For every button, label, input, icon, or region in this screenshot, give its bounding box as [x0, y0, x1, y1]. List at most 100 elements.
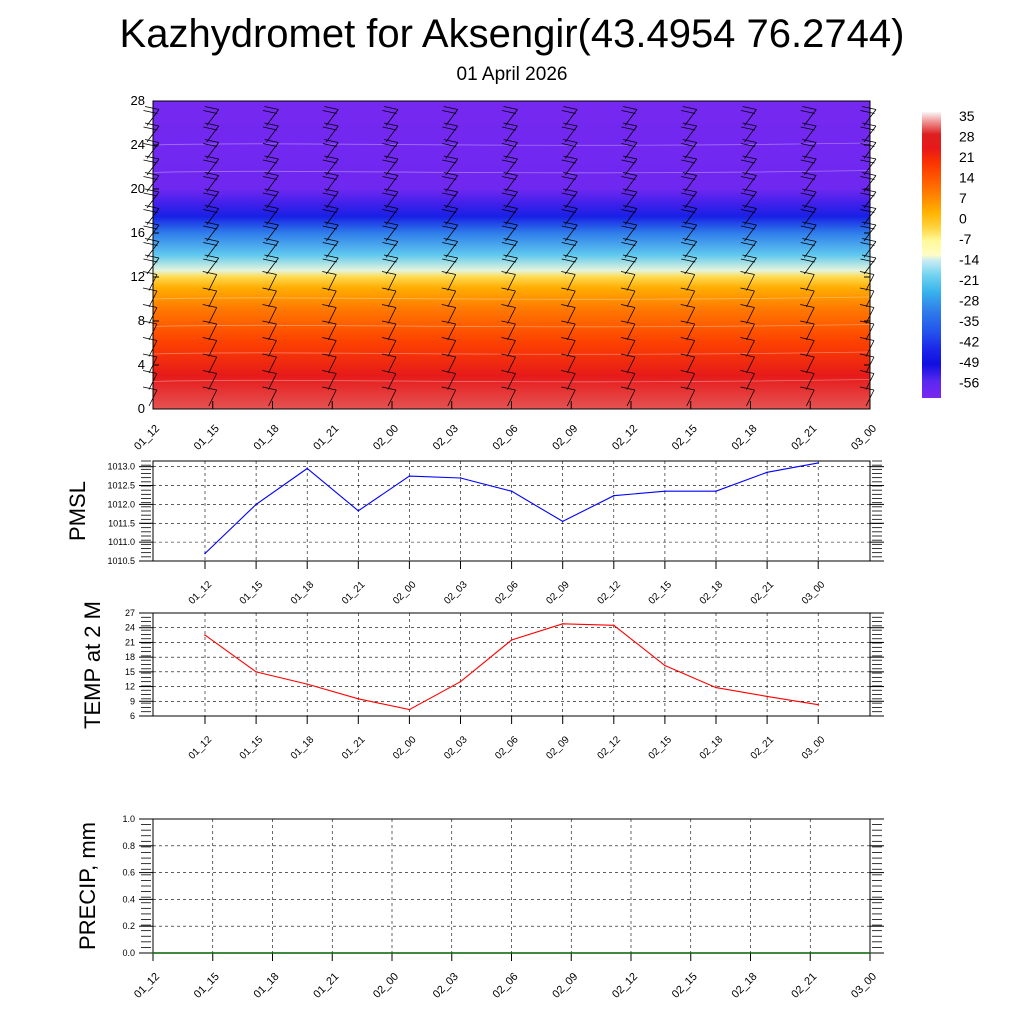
- wind-barb: [681, 155, 698, 176]
- x-tick-label: 02_06: [493, 579, 521, 607]
- wind-barb: [382, 122, 399, 143]
- wind-barb: [262, 304, 277, 324]
- wind-barb: [382, 172, 399, 192]
- wind-barb: [681, 254, 698, 275]
- wind-barb: [382, 188, 399, 209]
- y-tick-label: 6: [130, 711, 135, 721]
- wind-barb: [322, 122, 339, 143]
- wind-barb: [621, 254, 638, 275]
- wind-barb: [681, 122, 698, 143]
- pmsl-data-point: [459, 477, 462, 479]
- precip-data-point: [271, 952, 274, 954]
- wind-barb: [561, 370, 576, 390]
- y-tick-label: 0.8: [122, 841, 135, 851]
- wind-barb: [202, 287, 218, 308]
- y-tick-label: 20: [131, 181, 145, 196]
- wind-barb: [203, 122, 220, 143]
- contour-line: [152, 324, 871, 328]
- wind-barb: [680, 370, 696, 390]
- y-tick-label: 18: [125, 652, 135, 662]
- colorbar: [922, 112, 941, 398]
- x-tick-label: 03_00: [800, 579, 828, 607]
- wind-barb: [322, 238, 339, 258]
- x-tick-label: 02_15: [647, 579, 675, 607]
- wind-barb: [381, 287, 397, 308]
- wind-barb: [382, 238, 399, 258]
- wind-barb: [621, 238, 638, 258]
- panel-frame: [152, 460, 871, 562]
- wind-barb: [561, 353, 576, 374]
- colorbar-label: 0: [959, 211, 967, 227]
- wind-barb: [561, 221, 578, 242]
- x-tick-label: 02_21: [749, 579, 777, 607]
- x-tick-label: 02_12: [610, 971, 640, 1001]
- temp-2m-data-point: [664, 664, 666, 667]
- y-tick-label: 15: [125, 667, 135, 677]
- wind-barb: [322, 221, 339, 242]
- wind-barb: [262, 337, 277, 357]
- wind-barb: [501, 370, 516, 390]
- precip-data-point: [809, 952, 812, 954]
- y-tick-label: 28: [131, 93, 145, 108]
- x-tick-label: 02_15: [670, 423, 700, 453]
- temp-2m-data-point: [561, 622, 564, 625]
- wind-barb: [262, 353, 277, 374]
- wind-barb: [501, 353, 516, 374]
- y-axis-title: TEMP at 2 M: [80, 601, 105, 729]
- chart-date: 01 April 2026: [456, 64, 568, 85]
- wind-barb: [800, 271, 815, 291]
- wind-barb: [800, 205, 817, 225]
- wind-barb: [441, 287, 457, 308]
- pmsl-data-point: [306, 467, 309, 470]
- x-tick-label: 02_00: [391, 579, 419, 607]
- wind-barb: [501, 188, 518, 209]
- wind-barb: [203, 205, 220, 225]
- temp-2m-data-point: [357, 698, 360, 700]
- wind-barb: [740, 155, 757, 176]
- wind-barb: [442, 106, 459, 126]
- wind-barb: [322, 254, 339, 275]
- wind-barb: [202, 320, 218, 341]
- wind-barb: [203, 172, 220, 192]
- wind-barb: [381, 304, 397, 324]
- colorbar-label: -28: [959, 293, 979, 309]
- wind-barb: [740, 320, 755, 341]
- x-tick-label: 02_12: [610, 423, 640, 453]
- x-tick-label: 01_12: [132, 971, 162, 1001]
- y-tick-label: 1013.0: [107, 462, 135, 472]
- temp-2m-data-point: [459, 680, 462, 683]
- wind-barb: [442, 205, 459, 225]
- wind-barb: [800, 287, 815, 308]
- x-tick-label: 01_21: [340, 734, 368, 762]
- wind-barb: [203, 221, 220, 242]
- wind-barb: [501, 304, 516, 324]
- precip-data-point: [749, 952, 752, 954]
- wind-barb: [620, 271, 636, 291]
- wind-barb: [561, 139, 578, 159]
- wind-barb: [322, 271, 337, 291]
- wind-barb: [621, 221, 638, 242]
- wind-barb: [621, 172, 638, 192]
- wind-barb: [262, 106, 279, 126]
- x-tick-label: 02_06: [491, 971, 521, 1001]
- wind-barb: [322, 172, 339, 192]
- wind-barb: [262, 287, 277, 308]
- y-tick-label: 1010.5: [107, 556, 135, 566]
- wind-barb: [382, 221, 399, 242]
- wind-barb: [322, 188, 339, 209]
- x-tick-label: 02_09: [550, 423, 580, 453]
- colorbar-label: -21: [959, 272, 979, 288]
- wind-barb: [441, 386, 457, 407]
- x-tick-label: 02_03: [431, 423, 461, 453]
- heatmap-fill: [153, 101, 870, 409]
- wind-barb: [681, 172, 698, 192]
- x-tick-label: 03_00: [849, 423, 879, 453]
- wind-barb: [740, 188, 757, 209]
- temp-2m-data-point: [408, 708, 411, 711]
- wind-barb: [800, 353, 815, 374]
- y-tick-label: 0.2: [122, 921, 135, 931]
- wind-barb: [740, 172, 757, 192]
- x-tick-label: 01_12: [187, 734, 215, 762]
- wind-barb: [203, 238, 220, 258]
- wind-barb: [620, 287, 636, 308]
